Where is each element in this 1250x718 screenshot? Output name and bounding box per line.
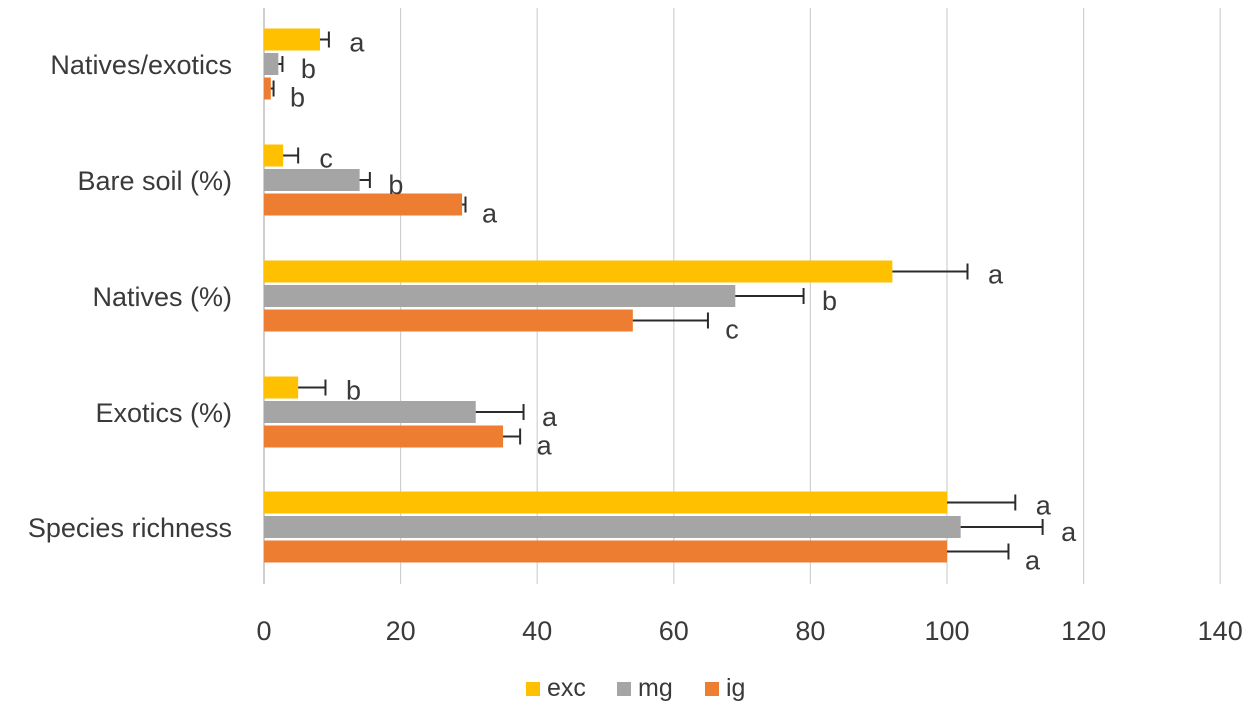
legend: exc mg ig — [526, 674, 745, 702]
category-label-exotics: Exotics (%) — [95, 398, 232, 428]
error-bar-exc-bare-soil — [283, 147, 300, 164]
significance-letter-exc-species-richness: a — [1036, 491, 1052, 521]
bar-ig-bare-soil — [264, 193, 463, 216]
significance-letter-exc-exotics: b — [346, 376, 361, 406]
bar-mg-bare-soil — [264, 169, 360, 191]
error-bar-ig-natives-exotics — [270, 80, 275, 97]
legend-label-mg: mg — [638, 674, 673, 702]
significance-letter-mg-exotics: a — [542, 402, 558, 432]
significance-letter-ig-bare-soil: a — [482, 199, 498, 229]
x-tick-label-20: 20 — [386, 616, 416, 646]
gridlines — [263, 8, 1221, 584]
bar-exc-natives-exotics — [264, 28, 321, 51]
x-tick-label-100: 100 — [924, 616, 969, 646]
bar-ig-species-richness — [264, 540, 947, 563]
legend-swatch-ig — [705, 682, 719, 696]
bar-ig-natives-exotics — [264, 77, 271, 100]
significance-letter-mg-bare-soil: b — [388, 170, 403, 200]
x-tick-label-80: 80 — [795, 616, 825, 646]
bar-mg-exotics — [264, 401, 476, 423]
bar-mg-species-richness — [264, 516, 961, 538]
category-label-species-richness: Species richness — [28, 513, 232, 543]
category-label-natives: Natives (%) — [92, 282, 232, 312]
bar-exc-natives — [264, 260, 893, 283]
error-bar-mg-species-richness — [960, 519, 1044, 535]
significance-letter-exc-natives-exotics: a — [349, 28, 365, 58]
error-bar-ig-natives — [632, 312, 709, 329]
bar-mg-natives — [264, 285, 736, 307]
significance-letter-ig-natives-exotics: b — [290, 83, 305, 113]
error-bar-exc-species-richness — [947, 494, 1017, 511]
error-bar-exc-natives — [892, 263, 969, 280]
x-tick-label-0: 0 — [256, 616, 271, 646]
bars — [264, 28, 961, 563]
error-bars — [270, 31, 1044, 560]
error-bar-exc-exotics — [298, 379, 327, 396]
category-label-bare-soil: Bare soil (%) — [77, 166, 232, 196]
legend-swatch-mg — [617, 682, 631, 696]
error-bar-mg-exotics — [475, 404, 525, 420]
category-label-natives-exotics: Natives/exotics — [50, 50, 232, 80]
labels: 0 20 40 60 80 100 120 140 Natives/exotics Bare so… — [28, 28, 1243, 647]
error-bar-mg-natives — [735, 288, 805, 304]
x-tick-label-60: 60 — [659, 616, 689, 646]
error-bar-ig-bare-soil — [462, 196, 467, 213]
error-bar-ig-species-richness — [947, 543, 1010, 560]
bar-ig-exotics — [264, 425, 504, 448]
error-bar-ig-exotics — [503, 428, 522, 445]
significance-letter-exc-natives: a — [988, 260, 1004, 290]
error-bar-mg-natives-exotics — [278, 56, 284, 72]
significance-letter-mg-species-richness: a — [1061, 517, 1077, 547]
significance-letter-ig-natives: c — [725, 315, 739, 345]
x-tick-label-120: 120 — [1061, 616, 1106, 646]
x-tick-label-40: 40 — [522, 616, 552, 646]
bar-ig-natives — [264, 309, 633, 332]
significance-letter-mg-natives: b — [822, 286, 837, 316]
x-tick-label-140: 140 — [1198, 616, 1243, 646]
significance-letter-ig-species-richness: a — [1025, 546, 1041, 576]
bar-exc-exotics — [264, 376, 299, 399]
bar-exc-bare-soil — [264, 144, 284, 167]
bar-mg-natives-exotics — [264, 53, 279, 75]
error-bar-exc-natives-exotics — [320, 31, 330, 48]
error-bar-mg-bare-soil — [359, 172, 371, 188]
legend-label-ig: ig — [726, 674, 745, 702]
legend-label-exc: exc — [547, 674, 586, 702]
significance-letter-ig-exotics: a — [537, 431, 553, 461]
legend-swatch-exc — [526, 682, 540, 696]
significance-letter-exc-bare-soil: c — [319, 144, 333, 174]
bar-exc-species-richness — [264, 491, 947, 514]
significance-letter-mg-natives-exotics: b — [301, 54, 316, 84]
